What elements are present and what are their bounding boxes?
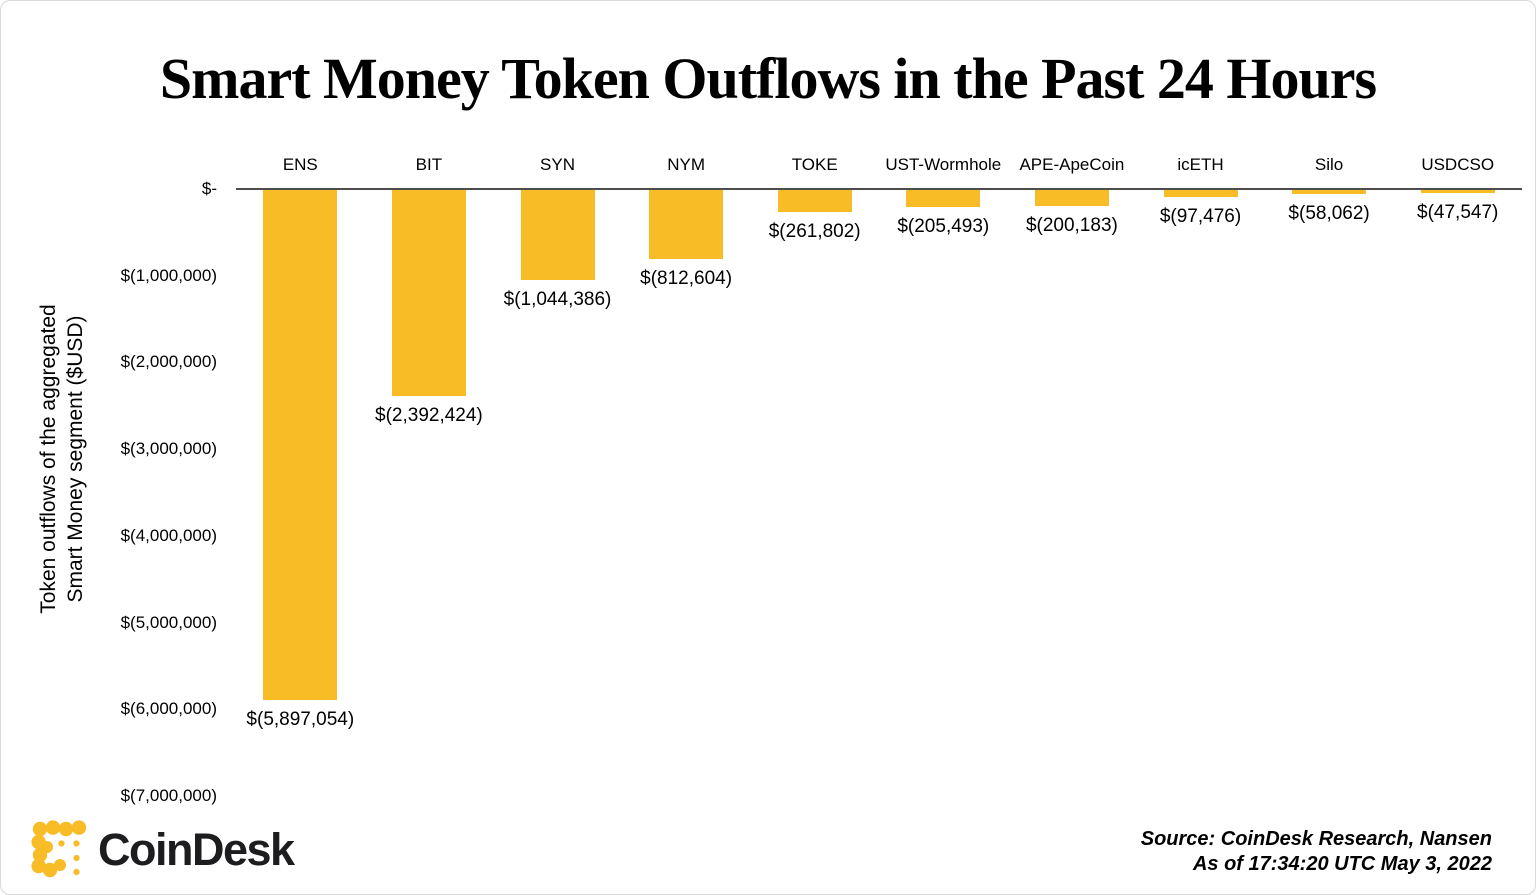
bar-category-label: TOKE bbox=[791, 155, 838, 174]
bar-value-label: $(2,392,424) bbox=[375, 405, 483, 426]
bar-category-label: USDCSO bbox=[1421, 155, 1495, 174]
bar-value-label: $(200,183) bbox=[1025, 215, 1118, 236]
bar-value-label: $(58,062) bbox=[1288, 203, 1370, 224]
coindesk-wordmark: CoinDesk bbox=[98, 824, 295, 875]
y-tick-label: $(3,000,000) bbox=[120, 439, 217, 459]
y-axis-title-line1: Token outflows of the aggregated bbox=[37, 304, 60, 614]
bar-value-label: $(47,547) bbox=[1417, 202, 1499, 223]
bar-APE-ApeCoin bbox=[1034, 189, 1109, 206]
y-tick-label: $(5,000,000) bbox=[120, 612, 217, 632]
bar-UST-Wormhole bbox=[906, 189, 981, 207]
bar-value-label: $(261,802) bbox=[768, 221, 861, 242]
coindesk-dots-logo-icon bbox=[31, 820, 89, 883]
bar-BIT bbox=[391, 189, 466, 396]
bar-category-label: SYN bbox=[540, 155, 575, 174]
bar-USDCSO bbox=[1420, 189, 1495, 193]
bar-value-label: $(1,044,386) bbox=[503, 289, 612, 310]
bar-category-label: icETH bbox=[1177, 155, 1224, 174]
bar-category-label: ENS bbox=[282, 155, 318, 174]
x-axis-zero-line bbox=[236, 188, 1522, 190]
y-tick-label: $(7,000,000) bbox=[120, 785, 217, 805]
bar-category-label: UST-Wormhole bbox=[885, 155, 1002, 174]
bar-SYN bbox=[520, 189, 595, 280]
bar-value-label: $(205,493) bbox=[897, 216, 990, 237]
bar-Silo bbox=[1292, 189, 1367, 194]
bar-ENS bbox=[263, 189, 338, 700]
y-tick-label: $(6,000,000) bbox=[120, 699, 217, 719]
bar-icETH bbox=[1163, 189, 1238, 197]
bar-value-label: $(5,897,054) bbox=[246, 709, 355, 730]
source-line1: Source: CoinDesk Research, Nansen bbox=[1140, 828, 1492, 850]
bar-category-label: BIT bbox=[415, 155, 443, 174]
source-attribution: Source: CoinDesk Research, Nansen As of … bbox=[1141, 827, 1492, 877]
chart-title: Smart Money Token Outflows in the Past 2… bbox=[159, 46, 1377, 111]
bar-NYM bbox=[649, 189, 724, 259]
bar-value-label: $(812,604) bbox=[640, 268, 733, 289]
bar-category-label: Silo bbox=[1314, 155, 1344, 174]
bar-category-label: NYM bbox=[667, 155, 705, 174]
y-tick-label: $- bbox=[201, 179, 217, 198]
y-tick-label: $(4,000,000) bbox=[120, 525, 217, 545]
y-tick-label: $(1,000,000) bbox=[120, 265, 217, 285]
source-line2: As of 17:34:20 UTC May 3, 2022 bbox=[1192, 853, 1492, 875]
bar-value-label: $(97,476) bbox=[1159, 206, 1242, 227]
bar-category-label: APE-ApeCoin bbox=[1019, 155, 1125, 174]
y-tick-label: $(2,000,000) bbox=[120, 352, 217, 372]
bar-TOKE bbox=[777, 189, 852, 212]
